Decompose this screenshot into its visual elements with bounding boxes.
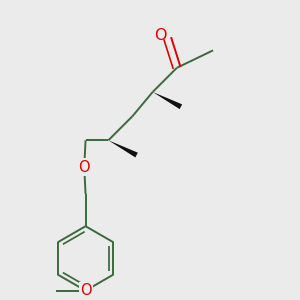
Polygon shape — [108, 140, 138, 158]
Text: O: O — [78, 160, 90, 175]
Text: O: O — [80, 283, 92, 298]
Polygon shape — [153, 92, 182, 109]
Text: O: O — [154, 28, 167, 43]
